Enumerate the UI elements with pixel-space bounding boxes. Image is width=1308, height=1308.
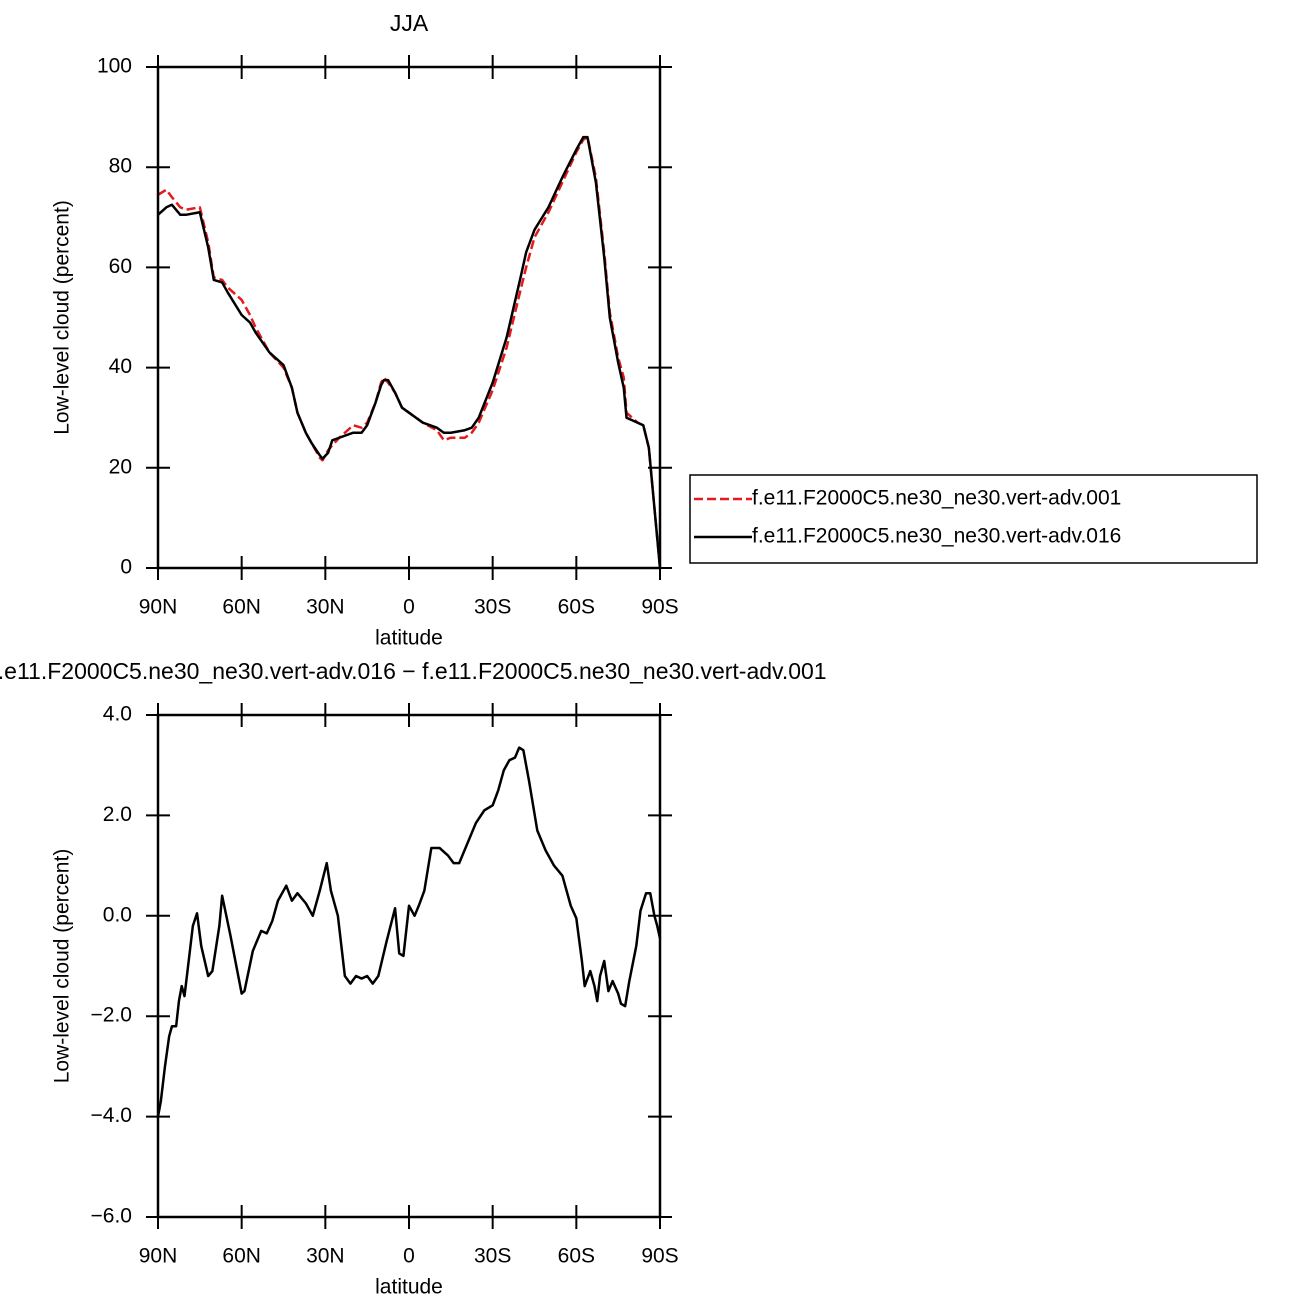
y-axis-label: Low-level cloud (percent) [51, 849, 74, 1084]
x-tick-label: 90N [139, 1245, 178, 1268]
y-axis-label: Low-level cloud (percent) [51, 200, 74, 435]
y-tick-label: 0.0 [103, 903, 132, 926]
chart-title: f.e11.F2000C5.ne30_ne30.vert-adv.016 − f… [0, 658, 827, 684]
series-line [156, 746, 662, 1117]
x-tick-label: 30N [306, 1245, 345, 1268]
x-axis-label: latitude [375, 627, 443, 650]
x-tick-label: 90S [641, 596, 678, 619]
plot-frame [156, 713, 662, 1219]
y-tick-label: 40 [109, 355, 132, 378]
legend-label: f.e11.F2000C5.ne30_ne30.vert-adv.016 [752, 525, 1121, 548]
y-tick-label: −4.0 [91, 1104, 132, 1127]
x-tick-label: 60N [222, 596, 261, 619]
y-tick-label: −6.0 [91, 1205, 132, 1228]
y-tick-label: 0 [120, 556, 132, 579]
x-tick-label: 60N [222, 1245, 261, 1268]
x-tick-label: 60S [558, 1245, 595, 1268]
legend-box [689, 474, 1258, 564]
x-tick-label: 0 [403, 1245, 415, 1268]
x-tick-label: 90S [641, 1245, 678, 1268]
x-tick-label: 90N [139, 596, 178, 619]
y-tick-label: 20 [109, 455, 132, 478]
series-line [157, 135, 662, 569]
x-tick-label: 30S [474, 596, 511, 619]
series-line [157, 135, 662, 569]
y-tick-label: 100 [97, 55, 132, 78]
y-tick-label: −2.0 [91, 1004, 132, 1027]
y-tick-label: 60 [109, 255, 132, 278]
x-tick-label: 60S [558, 596, 595, 619]
y-tick-label: 2.0 [103, 803, 132, 826]
y-tick-label: 4.0 [103, 703, 132, 726]
x-tick-label: 30N [306, 596, 345, 619]
legend-label: f.e11.F2000C5.ne30_ne30.vert-adv.001 [752, 487, 1121, 510]
x-tick-label: 0 [403, 596, 415, 619]
plot-frame [156, 65, 662, 570]
y-tick-label: 80 [109, 155, 132, 178]
x-tick-label: 30S [474, 1245, 511, 1268]
x-axis-label: latitude [375, 1276, 443, 1299]
chart-title: JJA [390, 10, 429, 36]
